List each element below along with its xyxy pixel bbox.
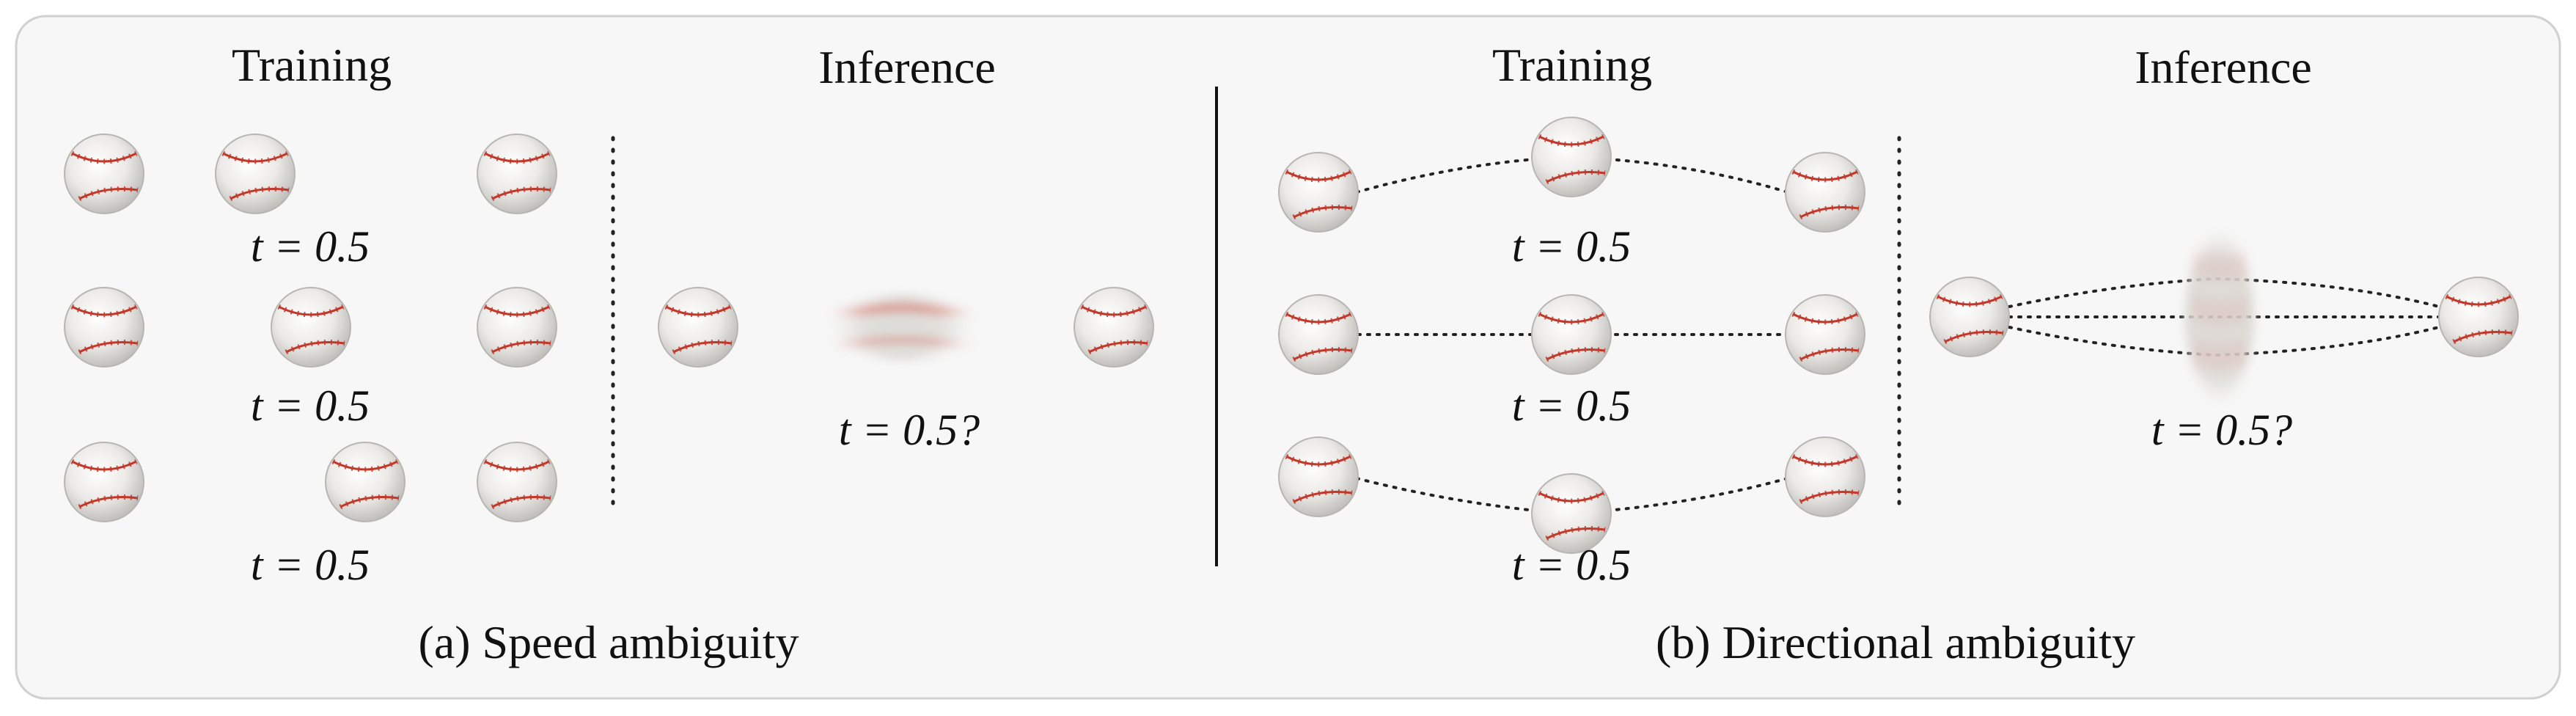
panel-a-training-title: Training bbox=[232, 39, 392, 91]
panel-b-caption: (b) Directional ambiguity bbox=[1656, 616, 2135, 668]
blurred-baseball-icon bbox=[2184, 244, 2255, 390]
panel-a-time-label-1: t = 0.5 bbox=[251, 222, 370, 271]
baseball-icon bbox=[1532, 295, 1611, 374]
trajectory-path bbox=[1355, 477, 1571, 515]
panel-a-time-label-2: t = 0.5 bbox=[251, 381, 370, 430]
baseball-icon bbox=[65, 288, 144, 367]
panel-b-inference-title: Inference bbox=[2135, 41, 2312, 93]
baseball-icon bbox=[658, 288, 738, 367]
trajectory-path bbox=[2008, 326, 2440, 357]
baseball-icon bbox=[1786, 153, 1865, 232]
baseball-icon bbox=[1930, 277, 2009, 357]
panel-a-inference-time-label: t = 0.5? bbox=[839, 406, 980, 454]
baseball-icon bbox=[65, 442, 144, 522]
baseball-icon bbox=[271, 288, 351, 367]
baseball-icon bbox=[2439, 277, 2518, 357]
baseball-icon bbox=[1074, 288, 1153, 367]
panel-a-caption: (a) Speed ambiguity bbox=[419, 616, 799, 668]
baseball-icon bbox=[1279, 437, 1358, 516]
panel-b-inference-time-label: t = 0.5? bbox=[2151, 406, 2292, 454]
baseball-icon bbox=[1279, 153, 1358, 232]
panel-a: Training Inference t = 0.5 t = 0.5 t = 0… bbox=[65, 39, 1153, 668]
blurred-baseball-icon bbox=[849, 293, 955, 361]
baseball-icon bbox=[477, 134, 557, 213]
baseball-icon bbox=[1786, 295, 1865, 374]
baseball-icon bbox=[477, 288, 557, 367]
panel-a-inference-title: Inference bbox=[818, 41, 996, 93]
baseball-icon bbox=[1532, 117, 1611, 197]
baseball-icon bbox=[326, 442, 405, 522]
baseball-icon bbox=[216, 134, 295, 213]
panel-b: Training Inference t = 0.5 t = 0.5 t = 0… bbox=[1279, 39, 2518, 668]
baseball-icon bbox=[477, 442, 557, 522]
baseball-icon bbox=[1786, 437, 1865, 516]
panel-b-time-label-1: t = 0.5 bbox=[1512, 222, 1631, 271]
trajectory-path bbox=[2008, 277, 2440, 308]
baseball-icon bbox=[65, 134, 144, 213]
panel-b-time-label-3: t = 0.5 bbox=[1512, 541, 1631, 589]
panel-a-time-label-3: t = 0.5 bbox=[251, 541, 370, 589]
panel-b-training-title: Training bbox=[1492, 39, 1652, 91]
panel-b-time-label-2: t = 0.5 bbox=[1512, 381, 1631, 430]
baseball-icon bbox=[1279, 295, 1358, 374]
